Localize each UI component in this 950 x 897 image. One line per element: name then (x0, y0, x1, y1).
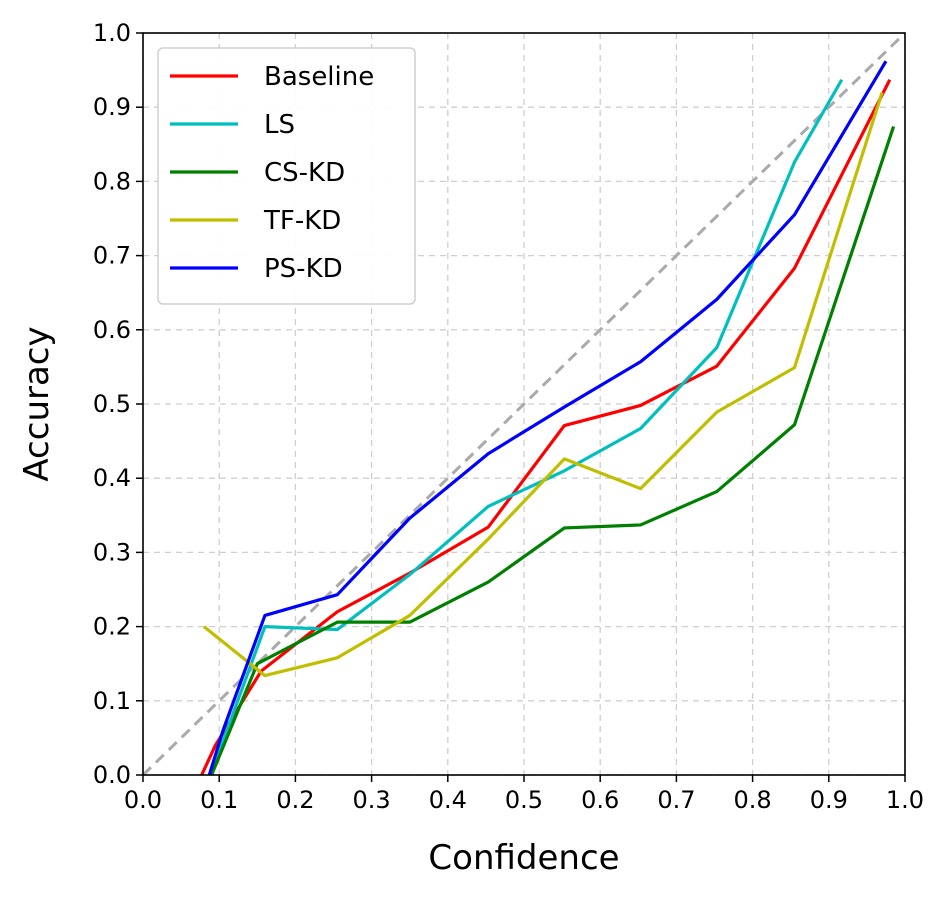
x-tick-label: 0.1 (200, 786, 238, 814)
legend-box (157, 47, 416, 305)
y-tick-label: 0.3 (93, 538, 131, 566)
series-line-ls (210, 78, 844, 776)
x-tick-label: 0.6 (581, 786, 619, 814)
y-tick-label: 0.0 (93, 761, 131, 789)
perfect-calibration-line (141, 31, 907, 777)
x-tick-label: 0.0 (124, 786, 162, 814)
x-axis-ticks: 0.0 0.1 0.2 0.3 0.4 0.5 0.6 0.7 0.8 0.9 1.0 (124, 775, 924, 814)
y-tick-label: 0.5 (93, 390, 131, 418)
legend-label-ls: LS (264, 110, 295, 140)
legend-label-ps-kd: PS-KD (264, 254, 343, 284)
series-lines (200, 60, 896, 776)
series-line-tf-kd (202, 91, 884, 678)
series-line-ps-kd (207, 60, 888, 776)
legend-label-tf-kd: TF-KD (263, 206, 341, 236)
legend-label-cs-kd: CS-KD (264, 158, 345, 188)
x-tick-label: 0.9 (810, 786, 848, 814)
x-axis-title: Confidence (428, 838, 619, 878)
y-axis-title: Accuracy (17, 326, 57, 481)
x-tick-label: 0.5 (505, 786, 543, 814)
x-tick-label: 0.3 (353, 786, 391, 814)
x-tick-label: 0.8 (734, 786, 772, 814)
y-tick-label: 1.0 (93, 19, 131, 47)
y-tick-label: 0.6 (93, 316, 131, 344)
x-tick-label: 0.2 (276, 786, 314, 814)
x-tick-label: 0.4 (429, 786, 467, 814)
y-tick-label: 0.8 (93, 167, 131, 195)
reference-diagonal (141, 31, 907, 777)
y-tick-label: 0.2 (93, 613, 131, 641)
y-tick-label: 0.4 (93, 464, 131, 492)
series-line-baseline (200, 79, 892, 776)
y-axis-ticks: 0.0 0.1 0.2 0.3 0.4 0.5 0.6 0.7 0.8 0.9 1.0 (93, 19, 143, 789)
series-line-cs-kd (210, 125, 896, 776)
y-tick-label: 0.1 (93, 687, 131, 715)
x-tick-label: 1.0 (886, 786, 924, 814)
x-tick-label: 0.7 (657, 786, 695, 814)
y-tick-label: 0.7 (93, 242, 131, 270)
legend-label-baseline: Baseline (264, 62, 374, 92)
legend: Baseline LS CS-KD TF-KD PS-KD (157, 47, 416, 305)
y-tick-label: 0.9 (93, 93, 131, 121)
